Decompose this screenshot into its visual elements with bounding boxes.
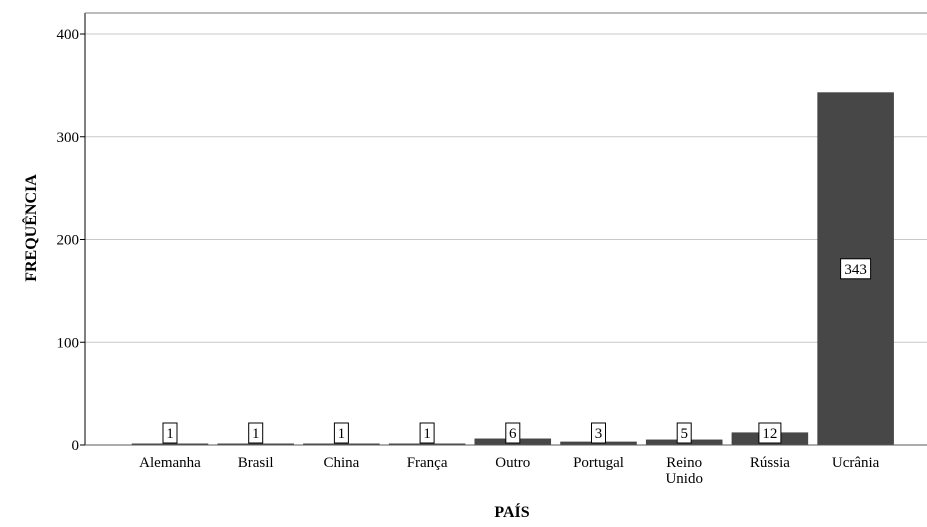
y-tick-label: 100 [57, 335, 80, 351]
data-label-box [419, 422, 435, 444]
x-tick-label: Outro [495, 455, 530, 471]
x-tick-label: Alemanha [139, 455, 201, 471]
data-label-box [591, 422, 606, 444]
data-label: 3 [595, 426, 603, 442]
x-tick-label: China [323, 455, 359, 471]
data-label-box [758, 422, 782, 444]
data-label: 1 [252, 426, 260, 442]
y-tick-label: 300 [57, 130, 80, 146]
data-label-box [676, 422, 692, 444]
data-label: 12 [762, 426, 777, 442]
gridlines [85, 33, 927, 446]
axes [80, 12, 927, 446]
y-tick-label: 400 [57, 27, 80, 43]
data-label-box [840, 258, 872, 280]
data-label: 343 [844, 262, 867, 278]
data-labels: 1 1 1 1 6 3 5 12 343 [162, 258, 872, 444]
bars [131, 92, 894, 446]
data-label-box [505, 422, 521, 444]
data-label-box [162, 422, 178, 444]
x-tick-label: Rússia [750, 455, 790, 471]
x-axis-title: PAÍS [494, 502, 529, 521]
x-tick-label: Unido [665, 471, 703, 487]
y-axis-title: FREQUÊNCIA [21, 174, 40, 282]
x-tick-label: Reino [666, 455, 702, 471]
x-tick-label: Brasil [238, 455, 274, 471]
x-tick-label: Portugal [573, 455, 624, 471]
data-label: 6 [509, 426, 517, 442]
y-tick-label: 200 [57, 233, 80, 249]
data-label: 1 [423, 426, 431, 442]
x-tick-label: França [407, 455, 448, 471]
data-label: 1 [338, 426, 346, 442]
y-tick-label: 0 [72, 438, 80, 454]
tick-labels: 0 100 200 300 400 Alemanha Brasil China França Ou… [57, 27, 880, 487]
data-label: 1 [166, 426, 174, 442]
data-label: 5 [680, 426, 688, 442]
data-label-box [248, 422, 264, 444]
x-tick-label: Ucrânia [832, 455, 880, 471]
data-label-box [333, 422, 349, 444]
